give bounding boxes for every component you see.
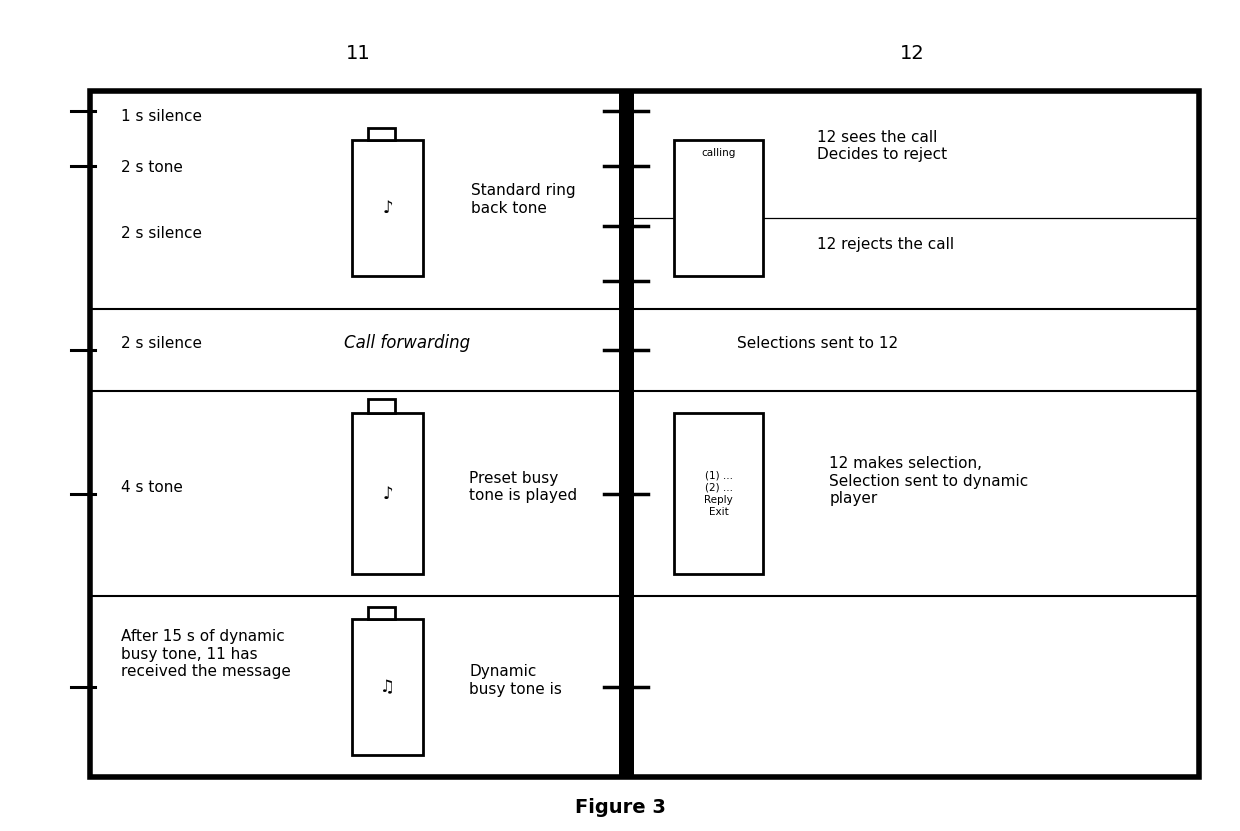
- Bar: [368, 399, 394, 414]
- Text: (1) ...
(2) ...
Reply
Exit: (1) ... (2) ... Reply Exit: [704, 470, 733, 517]
- Text: Selections sent to 12: Selections sent to 12: [737, 336, 898, 351]
- Text: 2 s silence: 2 s silence: [122, 336, 202, 351]
- Text: 1 s silence: 1 s silence: [122, 109, 202, 124]
- Text: ♪: ♪: [382, 484, 393, 503]
- Bar: [352, 619, 423, 755]
- Text: 12: 12: [900, 44, 925, 63]
- Text: 11: 11: [346, 44, 371, 63]
- Bar: [368, 607, 394, 619]
- Text: 12 sees the call
Decides to reject: 12 sees the call Decides to reject: [817, 130, 947, 162]
- Text: Call forwarding: Call forwarding: [345, 334, 471, 352]
- Bar: [675, 140, 763, 276]
- Text: 2 s silence: 2 s silence: [122, 226, 202, 241]
- Text: After 15 s of dynamic
busy tone, 11 has
received the message: After 15 s of dynamic busy tone, 11 has …: [122, 629, 291, 679]
- Text: 4 s tone: 4 s tone: [122, 479, 184, 494]
- Text: ♪: ♪: [382, 199, 393, 217]
- Bar: [91, 91, 1199, 778]
- Text: calling: calling: [702, 148, 735, 158]
- Text: ♫: ♫: [381, 678, 396, 696]
- Bar: [675, 414, 763, 574]
- Text: 12 rejects the call: 12 rejects the call: [817, 237, 955, 252]
- Text: 2 s tone: 2 s tone: [122, 160, 184, 175]
- Bar: [352, 140, 423, 276]
- Text: Preset busy
tone is played: Preset busy tone is played: [469, 471, 577, 504]
- Text: 12 makes selection,
Selection sent to dynamic
player: 12 makes selection, Selection sent to dy…: [830, 456, 1029, 506]
- Bar: [352, 414, 423, 574]
- Text: Dynamic
busy tone is: Dynamic busy tone is: [469, 664, 562, 696]
- Text: Figure 3: Figure 3: [574, 798, 666, 817]
- Text: Standard ring
back tone: Standard ring back tone: [471, 184, 577, 216]
- Bar: [368, 128, 394, 140]
- Bar: [619, 91, 634, 778]
